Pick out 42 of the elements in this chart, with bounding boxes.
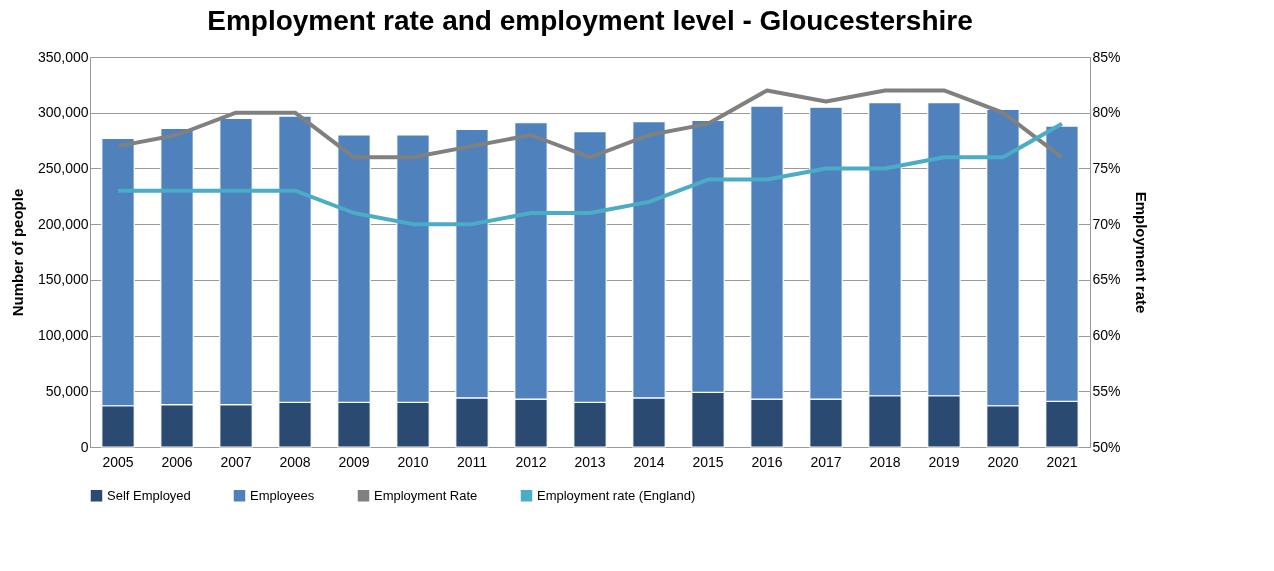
y-axis-title: Number of people: [8, 188, 26, 317]
y2-tick-label: 60%: [1092, 327, 1121, 344]
x-tick-label: 2015: [692, 453, 724, 470]
y2-tick-label: 75%: [1092, 159, 1121, 176]
x-tick-label: 2009: [338, 453, 370, 470]
x-tick-label: 2007: [220, 453, 252, 470]
x-tick-label: 2008: [279, 453, 311, 470]
x-tick-label: 2021: [1046, 453, 1078, 470]
y2-tick-label: 55%: [1092, 382, 1121, 399]
x-tick-label: 2012: [515, 453, 547, 470]
x-tick-label: 2017: [810, 453, 842, 470]
y2-tick-label: 70%: [1092, 215, 1121, 232]
y2-tick-label: 50%: [1092, 438, 1121, 455]
x-tick-label: 2016: [751, 453, 783, 470]
x-tick-label: 2020: [987, 453, 1019, 470]
y-tick-label: 50,000: [45, 382, 89, 399]
y2-tick-label: 80%: [1092, 104, 1121, 121]
y-tick-label: 350,000: [37, 48, 89, 65]
y-tick-label: 250,000: [37, 159, 89, 176]
x-tick-label: 2013: [574, 453, 606, 470]
x-tick-label: 2010: [397, 453, 429, 470]
line-series: [116, 88, 1064, 160]
y-tick-label: 150,000: [37, 271, 89, 288]
x-tick-label: 2011: [456, 453, 488, 470]
legend-label: Self Employed: [107, 487, 191, 503]
y2-tick-label: 65%: [1092, 271, 1121, 288]
x-tick-label: 2019: [928, 453, 960, 470]
legend-label: Employment Rate: [374, 487, 478, 503]
y-tick-label: 200,000: [37, 215, 89, 232]
line-series: [116, 121, 1064, 227]
legend-label: Employees: [250, 487, 315, 503]
y2-tick-label: 85%: [1092, 48, 1121, 65]
x-tick-label: 2014: [633, 453, 665, 470]
x-tick-label: 2006: [161, 453, 193, 470]
x-tick-label: 2005: [102, 453, 134, 470]
chart-title: Employment rate and employment level - Gloucestershire: [207, 5, 973, 36]
y2-axis-title: Employment rate: [1132, 191, 1150, 314]
y-tick-label: 0: [80, 438, 89, 455]
y-tick-label: 300,000: [37, 104, 89, 121]
y-tick-label: 100,000: [37, 327, 89, 344]
x-tick-label: 2018: [869, 453, 901, 470]
legend-label: Employment rate (England): [537, 487, 696, 503]
